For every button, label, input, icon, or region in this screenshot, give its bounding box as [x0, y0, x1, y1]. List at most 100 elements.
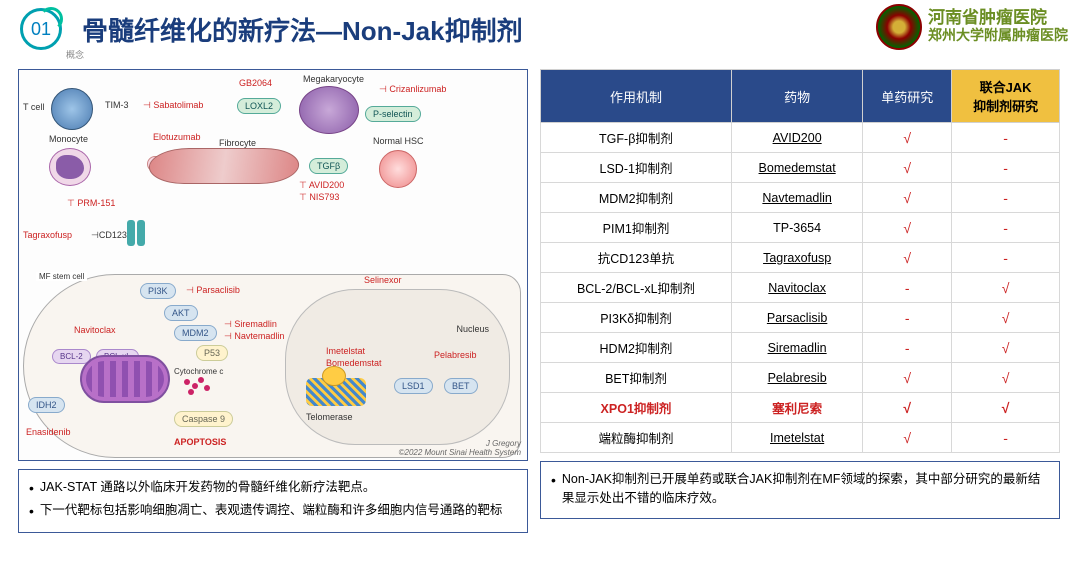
cell-combo: - [952, 423, 1060, 453]
cell-drug: Siremadlin [731, 333, 862, 363]
cell-mech: 端粒酶抑制剂 [541, 423, 732, 453]
monocyte-shape [49, 148, 91, 186]
label-gb2064: GB2064 [239, 78, 272, 88]
logo-emblem [876, 4, 922, 50]
title-main: 骨髓纤维化的新疗法— [82, 16, 342, 46]
cell-mech: PIM1抑制剂 [541, 213, 732, 243]
th-mechanism: 作用机制 [541, 70, 732, 123]
logo-text: 河南省肿瘤医院 郑州大学附属肿瘤医院 [928, 8, 1068, 45]
cell-mech: PI3Kδ抑制剂 [541, 303, 732, 333]
cell-combo: √ [952, 273, 1060, 303]
label-enasidenib: Enasidenib [26, 427, 71, 437]
note-bullet: JAK-STAT 通路以外临床开发药物的骨髓纤维化新疗法靶点。 [29, 478, 517, 499]
hospital-name-2: 郑州大学附属肿瘤医院 [928, 29, 1068, 46]
label-tcell: T cell [23, 102, 44, 112]
credit-2: ©2022 Mount Sinai Health System [399, 449, 521, 458]
note-bullet: 下一代靶标包括影响细胞凋亡、表观遗传调控、端粒酶和许多细胞内信号通路的靶标 [29, 501, 517, 522]
label-mfstem: MF stem cell [36, 272, 87, 281]
cell-mono: √ [863, 243, 952, 273]
label-cd123: ⊣CD123 [91, 230, 127, 241]
cell-drug: 塞利尼索 [731, 393, 862, 423]
label-sabatolimab: ⊣ Sabatolimab [143, 100, 203, 111]
table-row: PIM1抑制剂TP-3654√- [541, 213, 1060, 243]
cytc-dots [184, 379, 190, 385]
cell-combo: √ [952, 333, 1060, 363]
pill-bcl2: BCL-2 [52, 349, 91, 364]
cell-combo: - [952, 123, 1060, 153]
table-row: HDM2抑制剂Siremadlin-√ [541, 333, 1060, 363]
pill-caspase9: Caspase 9 [174, 411, 233, 427]
cell-drug: Parsaclisib [731, 303, 862, 333]
label-siremadlin: ⊣ Siremadlin [224, 319, 277, 330]
table-row: TGF-β抑制剂AVID200√- [541, 123, 1060, 153]
cell-mech: BET抑制剂 [541, 363, 732, 393]
cell-combo: √ [952, 303, 1060, 333]
cell-combo: - [952, 213, 1060, 243]
label-mega: Megakaryocyte [303, 74, 364, 84]
pathway-diagram: T cell TIM-3 ⊣ Sabatolimab GB2064 LOXL2 … [18, 69, 528, 461]
cell-drug: Tagraxofusp [731, 243, 862, 273]
cell-combo: - [952, 183, 1060, 213]
pill-tgfb: TGFβ [309, 158, 348, 174]
note-text: JAK-STAT 通路以外临床开发药物的骨髓纤维化新疗法靶点。 [40, 478, 375, 499]
note-text: 下一代靶标包括影响细胞凋亡、表观遗传调控、端粒酶和许多细胞内信号通路的靶标 [40, 501, 503, 522]
cell-drug: Bomedemstat [731, 153, 862, 183]
cell-mono: √ [863, 153, 952, 183]
table-body: TGF-β抑制剂AVID200√-LSD-1抑制剂Bomedemstat√-MD… [541, 123, 1060, 453]
mega-shape [299, 86, 359, 134]
cd123-shape [127, 220, 135, 246]
label-navitoclax: Navitoclax [74, 325, 116, 335]
title-accent: Non-Jak抑制剂 [342, 16, 523, 46]
note-bullet: Non-JAK抑制剂已开展单药或联合JAK抑制剂在MF领域的探索，其中部分研究的… [551, 470, 1049, 508]
hsc-shape [379, 150, 417, 188]
cell-mono: √ [863, 123, 952, 153]
cell-mech: TGF-β抑制剂 [541, 123, 732, 153]
cell-drug: Imetelstat [731, 423, 862, 453]
pill-idh2: IDH2 [28, 397, 65, 413]
slide-title: 骨髓纤维化的新疗法—Non-Jak抑制剂 [82, 11, 523, 48]
cell-combo: √ [952, 393, 1060, 423]
cell-combo: √ [952, 363, 1060, 393]
cell-mono: √ [863, 183, 952, 213]
label-tagraxofusp: Tagraxofusp [23, 230, 72, 240]
table-head: 作用机制 药物 单药研究 联合JAK 抑制剂研究 [541, 70, 1060, 123]
cell-mono: - [863, 333, 952, 363]
cell-mono: √ [863, 363, 952, 393]
table-row: 抗CD123单抗Tagraxofusp√- [541, 243, 1060, 273]
cell-drug: AVID200 [731, 123, 862, 153]
hospital-logo: 河南省肿瘤医院 郑州大学附属肿瘤医院 [876, 4, 1068, 50]
label-avid200: ⊤ AVID200 [299, 180, 344, 191]
label-prm151: ⊤ PRM-151 [67, 198, 115, 209]
right-column: 作用机制 药物 单药研究 联合JAK 抑制剂研究 TGF-β抑制剂AVID200… [540, 69, 1060, 533]
table-row: MDM2抑制剂Navtemadlin√- [541, 183, 1060, 213]
label-monocyte: Monocyte [49, 134, 88, 144]
label-imetelstat: Imetelstat [326, 346, 365, 356]
mitochondria-shape [80, 355, 170, 403]
label-cytc: Cytochrome c [174, 367, 223, 376]
cell-mech: MDM2抑制剂 [541, 183, 732, 213]
cell-drug: Navitoclax [731, 273, 862, 303]
label-elotuzumab: Elotuzumab [153, 132, 201, 142]
table-row: PI3Kδ抑制剂Parsaclisib-√ [541, 303, 1060, 333]
cell-mech: BCL-2/BCL-xL抑制剂 [541, 273, 732, 303]
drug-table: 作用机制 药物 单药研究 联合JAK 抑制剂研究 TGF-β抑制剂AVID200… [540, 69, 1060, 453]
label-apoptosis: APOPTOSIS [174, 437, 226, 447]
pill-pselectin: P-selectin [365, 106, 421, 122]
pill-pi3k: PI3K [140, 283, 176, 299]
cell-drug: Navtemadlin [731, 183, 862, 213]
label-telomerase: Telomerase [306, 412, 353, 422]
cell-drug: TP-3654 [731, 213, 862, 243]
label-fibrocyte: Fibrocyte [219, 138, 256, 148]
label-selinexor: Selinexor [364, 275, 402, 285]
cell-mech: HDM2抑制剂 [541, 333, 732, 363]
cell-mech: XPO1抑制剂 [541, 393, 732, 423]
label-navtemadlin: ⊣ Navtemadlin [224, 331, 284, 342]
slide-number-badge: 01 [20, 8, 62, 50]
label-crizan: ⊣ Crizanlizumab [379, 84, 446, 95]
pill-mdm2: MDM2 [174, 325, 217, 341]
cell-drug: Pelabresib [731, 363, 862, 393]
note-text: Non-JAK抑制剂已开展单药或联合JAK抑制剂在MF领域的探索，其中部分研究的… [562, 470, 1049, 508]
pill-bet: BET [444, 378, 478, 394]
fibrocyte-shape [146, 148, 301, 184]
left-column: T cell TIM-3 ⊣ Sabatolimab GB2064 LOXL2 … [18, 69, 528, 533]
